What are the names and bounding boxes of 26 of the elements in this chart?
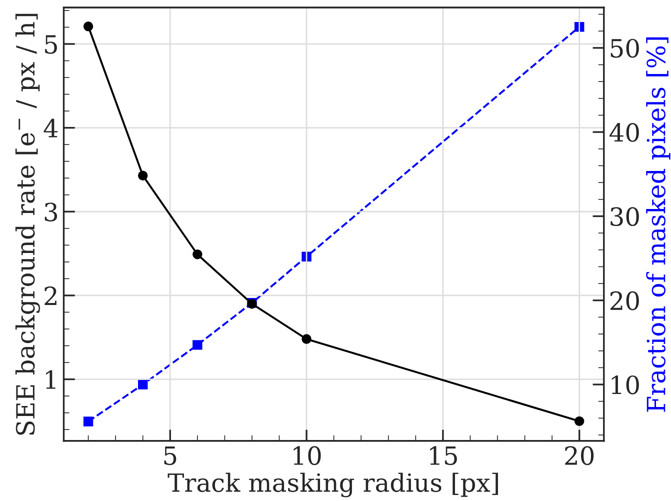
x-tick-label: 15 <box>430 446 457 466</box>
point <box>192 250 202 260</box>
y-tick-label: 5 <box>45 35 57 54</box>
point <box>138 170 148 180</box>
y-tick-label: 2 <box>44 286 56 305</box>
y-axis-title: SEE background rate [e$^{−}$ / px / h] <box>15 14 40 435</box>
y2-axis-title: Fraction of masked pixels [%] <box>646 37 670 412</box>
point <box>83 416 94 426</box>
point <box>192 340 202 350</box>
y2-tick-label: 40 <box>610 123 639 142</box>
x-axis-title: Track masking radius [px] <box>168 472 498 498</box>
x-tick-label: 5 <box>164 446 176 466</box>
y-tick-label: 4 <box>44 118 58 138</box>
x-tick-label: 20 <box>565 446 594 466</box>
x-tick-label: 10 <box>294 446 321 466</box>
point <box>574 416 584 426</box>
point <box>302 252 312 262</box>
y2-tick-label: 10 <box>612 375 639 394</box>
point <box>302 334 312 344</box>
point <box>138 380 148 390</box>
y-tick-label: 3 <box>44 202 58 222</box>
y2-tick-label: 20 <box>610 291 639 310</box>
y-tick-label: 1 <box>46 370 56 389</box>
y2-tick-label: 50 <box>610 38 639 58</box>
point <box>83 22 94 32</box>
y2-tick-label: 30 <box>610 207 639 226</box>
